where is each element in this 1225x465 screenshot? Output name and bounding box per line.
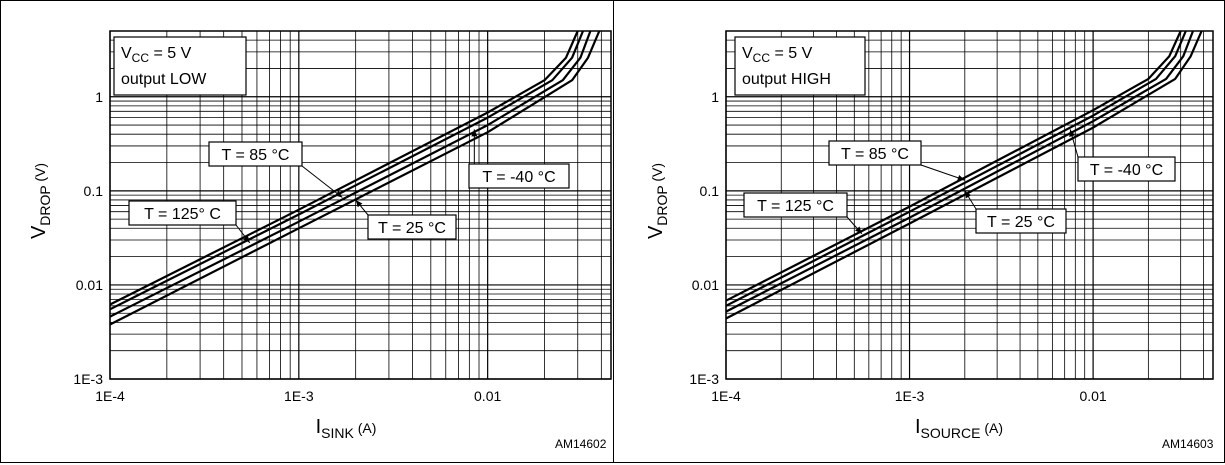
y-axis-label: VDROP (V) — [645, 163, 670, 239]
temperature-annotation: T = 85 °C — [828, 140, 965, 181]
chart-panel-source: 1E-4 1E-3 0.01 1E-3 0.01 0.1 1 ISOURCE (A) VDROP… — [613, 0, 1225, 463]
series-line — [109, 30, 592, 318]
conditions-vcc-value: = 5 V — [770, 45, 813, 62]
temperature-annotation: T = -40 °C — [1069, 129, 1176, 182]
plot-frame — [109, 30, 612, 380]
annotation-box — [828, 140, 922, 166]
annotation-box — [128, 200, 237, 226]
annotation-leader — [920, 164, 965, 181]
x-tick-label: 0.01 — [1079, 388, 1106, 404]
series-line — [109, 30, 601, 326]
x-tick-label: 0.01 — [474, 388, 501, 404]
annotation-label: T = 85 °C — [841, 146, 909, 163]
x-axis-label: ISOURCE (A) — [915, 416, 1003, 441]
y-tick-label: 1E-3 — [689, 371, 719, 387]
y-axis-label-main: V — [645, 225, 667, 239]
conditions-vcc-value: = 5 V — [149, 45, 192, 62]
conditions-vcc-sub: CC — [132, 51, 150, 65]
annotation-arrowhead — [243, 235, 250, 243]
annotation-label: T = 125° C — [144, 206, 221, 223]
conditions-vcc-main: V — [121, 45, 132, 62]
annotation-arrowhead — [854, 226, 862, 234]
annotation-label: T = 85 °C — [222, 147, 290, 164]
annotation-label: T = -40 °C — [1090, 162, 1163, 179]
chart-panel-sink: 1E-4 1E-3 0.01 1E-3 0.01 0.1 1 ISINK (A) VDROP (… — [0, 0, 614, 463]
conditions-line2: output HIGH — [742, 71, 831, 88]
figure-id: AM14602 — [555, 437, 607, 451]
annotation-label: T = 125 °C — [757, 198, 834, 215]
annotation-box — [468, 163, 570, 189]
series-line — [725, 30, 1195, 313]
temperature-annotation: T = 125 °C — [743, 192, 863, 235]
series-line — [725, 30, 1203, 320]
y-axis-label: VDROP (V) — [28, 163, 53, 239]
conditions-line1: VCC = 5 V — [742, 45, 813, 65]
series-line — [725, 30, 1187, 307]
x-axis-label-sub: SINK — [321, 425, 354, 441]
x-tick-label: 1E-3 — [284, 388, 314, 404]
temperature-annotation: T = 125° C — [128, 200, 251, 244]
annotation-leader — [301, 165, 343, 198]
x-tick-label: 1E-3 — [895, 388, 925, 404]
y-axis-label-sub: DROP — [37, 186, 53, 226]
x-tick-label: 1E-4 — [711, 388, 741, 404]
annotation-label: T = 25 °C — [987, 214, 1055, 231]
y-axis-label-main: V — [28, 225, 50, 239]
conditions-box — [113, 36, 247, 96]
plot-frame — [725, 30, 1214, 380]
y-axis-label-unit: (V) — [32, 163, 48, 186]
y-tick-label: 0.1 — [700, 183, 720, 199]
annotation-box — [975, 208, 1067, 234]
conditions-line1: VCC = 5 V — [121, 45, 192, 65]
x-axis-label: ISINK (A) — [316, 416, 377, 441]
y-axis-label-sub: DROP — [654, 186, 670, 226]
y-tick-label: 0.01 — [692, 277, 719, 293]
x-axis-label-unit: (A) — [980, 420, 1003, 436]
x-axis-label-main: I — [316, 416, 322, 438]
y-tick-label: 0.1 — [84, 183, 104, 199]
x-axis-label-sub: SOURCE — [921, 425, 981, 441]
y-tick-label: 1 — [95, 89, 103, 105]
figure-id: AM14603 — [1162, 437, 1214, 451]
temperature-annotation: T = -40 °C — [468, 129, 570, 189]
annotation-arrowhead — [964, 190, 972, 199]
annotation-arrowhead — [957, 174, 965, 181]
conditions-line2: output LOW — [121, 71, 207, 88]
annotation-arrowhead — [471, 129, 478, 137]
temperature-annotation: T = 85 °C — [208, 141, 343, 198]
annotation-arrowhead — [334, 190, 343, 198]
annotation-label: T = -40 °C — [482, 169, 555, 186]
series-line — [109, 30, 579, 306]
temperature-annotation: T = 25 °C — [964, 190, 1067, 234]
annotation-box — [367, 214, 457, 240]
annotation-arrowhead — [355, 199, 363, 208]
annotation-label: T = 25 °C — [378, 220, 446, 237]
annotation-box — [208, 141, 303, 167]
series-line — [725, 30, 1182, 302]
y-tick-label: 0.01 — [76, 277, 103, 293]
y-tick-label: 1 — [711, 89, 719, 105]
x-tick-label: 1E-4 — [95, 388, 125, 404]
temperature-annotation: T = 25 °C — [355, 199, 457, 240]
y-tick-label: 1E-3 — [73, 371, 103, 387]
series-line — [109, 30, 585, 311]
annotation-box — [1077, 156, 1176, 182]
annotation-box — [743, 192, 848, 218]
conditions-vcc-main: V — [742, 45, 753, 62]
y-axis-label-unit: (V) — [649, 163, 665, 186]
x-axis-label-unit: (A) — [354, 420, 377, 436]
x-axis-label-main: I — [915, 416, 921, 438]
annotation-arrowhead — [1069, 129, 1075, 137]
conditions-box — [734, 36, 866, 96]
conditions-vcc-sub: CC — [753, 51, 771, 65]
